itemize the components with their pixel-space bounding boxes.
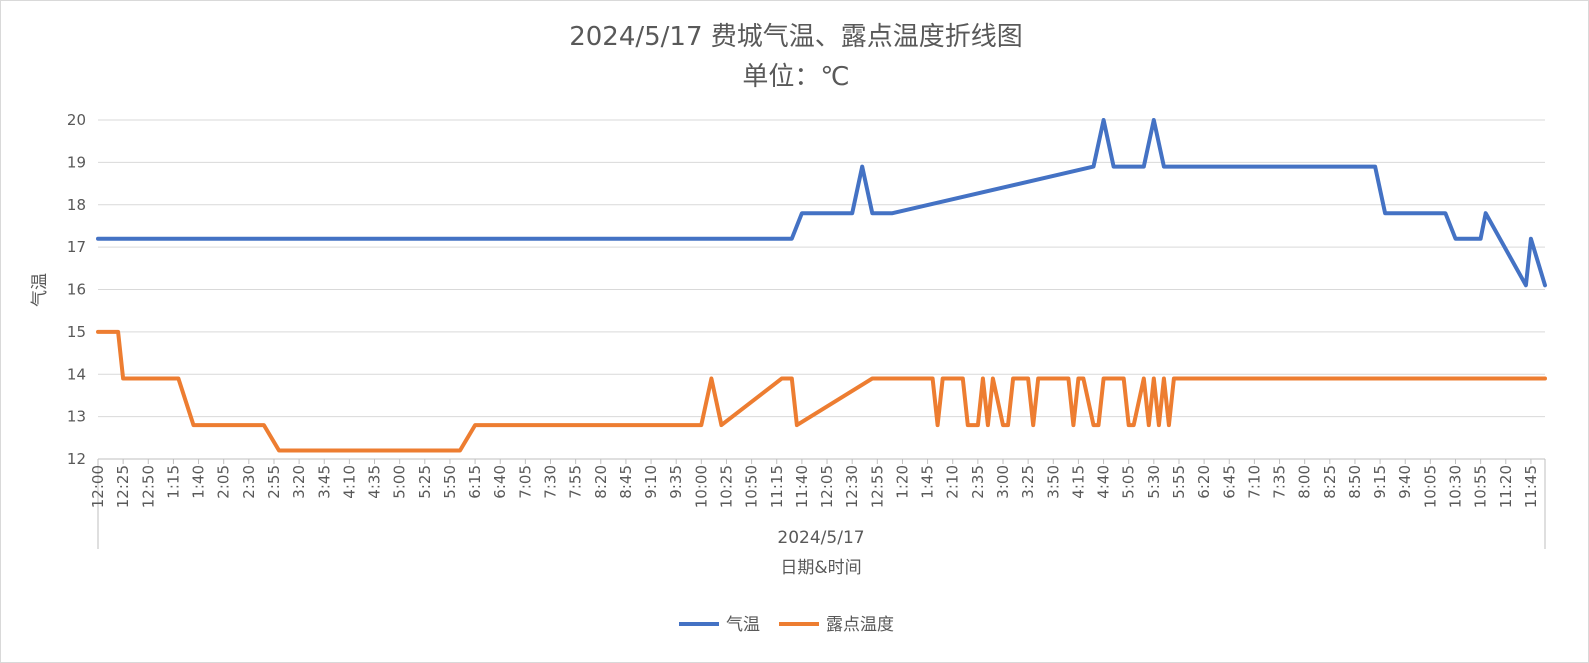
x-tick-label: 5:25 <box>416 465 434 499</box>
x-tick-label: 9:15 <box>1371 465 1389 499</box>
x-tick-label: 8:45 <box>617 465 635 499</box>
x-tick-label: 4:40 <box>1095 465 1113 499</box>
x-tick-label: 5:55 <box>1170 465 1188 499</box>
x-tick-label: 12:55 <box>868 465 886 508</box>
x-tick-label: 6:40 <box>491 465 509 499</box>
x-tick-label: 4:35 <box>366 465 384 499</box>
x-tick-label: 2:35 <box>969 465 987 499</box>
x-tick-label: 6:20 <box>1195 465 1213 499</box>
x-tick-label: 12:50 <box>139 465 157 508</box>
x-tick-label: 3:00 <box>994 465 1012 499</box>
x-tick-label: 10:25 <box>717 465 735 508</box>
x-tick-label: 8:00 <box>1296 465 1314 499</box>
x-tick-label: 6:15 <box>466 465 484 499</box>
gridlines <box>98 119 1545 460</box>
x-tick-label: 5:30 <box>1145 465 1163 499</box>
y-axis-ticks: 12 13 14 15 16 17 18 19 20 <box>67 111 86 468</box>
y-tick-label: 14 <box>67 365 86 383</box>
legend-label-air-temp: 气温 <box>726 615 760 635</box>
x-tick-label: 9:40 <box>1396 465 1414 499</box>
x-tick-label: 1:15 <box>164 465 182 499</box>
x-axis: 12:00 12:25 12:50 1:15 1:40 2:05 2:30 2:55 3:20 3… <box>89 458 1546 549</box>
y-tick-label: 12 <box>67 450 86 468</box>
x-tick-label: 2:55 <box>265 465 283 499</box>
x-tick-label: 12:05 <box>818 465 836 508</box>
x-tick-label: 3:20 <box>290 465 308 499</box>
x-tick-label: 11:20 <box>1497 465 1515 508</box>
x-tick-label: 4:15 <box>1069 465 1087 499</box>
x-tick-label: 4:10 <box>340 465 358 499</box>
y-tick-label: 19 <box>67 153 86 171</box>
x-tick-label: 2:10 <box>944 465 962 499</box>
x-tick-label: 10:30 <box>1447 465 1465 508</box>
series-line-dew-point <box>96 329 1547 453</box>
chart-title: 2024/5/17 费城气温、露点温度折线图 <box>569 22 1023 52</box>
y-axis-title: 气温 <box>30 273 50 307</box>
x-tick-label: 5:05 <box>1120 465 1138 499</box>
x-tick-label: 7:35 <box>1271 465 1289 499</box>
x-tick-label: 8:20 <box>592 465 610 499</box>
legend-label-dew-point: 露点温度 <box>826 615 894 635</box>
x-tick-label: 7:10 <box>1245 465 1263 499</box>
y-tick-label: 17 <box>67 238 86 256</box>
x-tick-label: 12:00 <box>89 465 107 508</box>
y-tick-label: 16 <box>67 281 86 299</box>
x-tick-label: 11:40 <box>793 465 811 508</box>
y-tick-label: 13 <box>67 408 86 426</box>
x-group-label: 2024/5/17 <box>777 528 864 548</box>
x-tick-label: 9:35 <box>667 465 685 499</box>
x-tick-label: 3:25 <box>1019 465 1037 499</box>
x-tick-label: 11:15 <box>768 465 786 508</box>
x-tick-label: 2:05 <box>215 465 233 499</box>
x-tick-label: 1:40 <box>190 465 208 499</box>
x-tick-label: 1:20 <box>893 465 911 499</box>
x-tick-label: 12:25 <box>114 465 132 508</box>
x-tick-label: 3:45 <box>315 465 333 499</box>
x-tick-label: 6:45 <box>1220 465 1238 499</box>
x-tick-label: 8:25 <box>1321 465 1339 499</box>
x-tick-label: 10:05 <box>1421 465 1439 508</box>
x-tick-label: 12:30 <box>843 465 861 508</box>
x-tick-label: 5:00 <box>391 465 409 499</box>
x-tick-label: 9:10 <box>642 465 660 499</box>
x-tick-label: 11:45 <box>1522 465 1540 508</box>
x-tick-label: 2:30 <box>240 465 258 499</box>
x-tick-label: 7:05 <box>516 465 534 499</box>
x-axis-title: 日期&时间 <box>780 558 861 578</box>
x-tick-label: 1:45 <box>919 465 937 499</box>
x-tick-label: 10:00 <box>692 465 710 508</box>
y-tick-label: 18 <box>67 196 86 214</box>
x-tick-label: 10:55 <box>1472 465 1490 508</box>
x-tick-label: 3:50 <box>1044 465 1062 499</box>
x-tick-label: 7:30 <box>542 465 560 499</box>
x-tick-label: 10:50 <box>743 465 761 508</box>
x-tick-label: 5:50 <box>441 465 459 499</box>
series-line-air-temp <box>96 118 1547 288</box>
y-tick-label: 20 <box>67 111 86 129</box>
chart-subtitle: 单位：℃ <box>742 62 849 92</box>
x-tick-label: 8:50 <box>1346 465 1364 499</box>
y-tick-label: 15 <box>67 323 86 341</box>
legend: 气温 露点温度 <box>679 615 894 635</box>
x-tick-label: 7:55 <box>567 465 585 499</box>
series-lines <box>96 118 1547 453</box>
